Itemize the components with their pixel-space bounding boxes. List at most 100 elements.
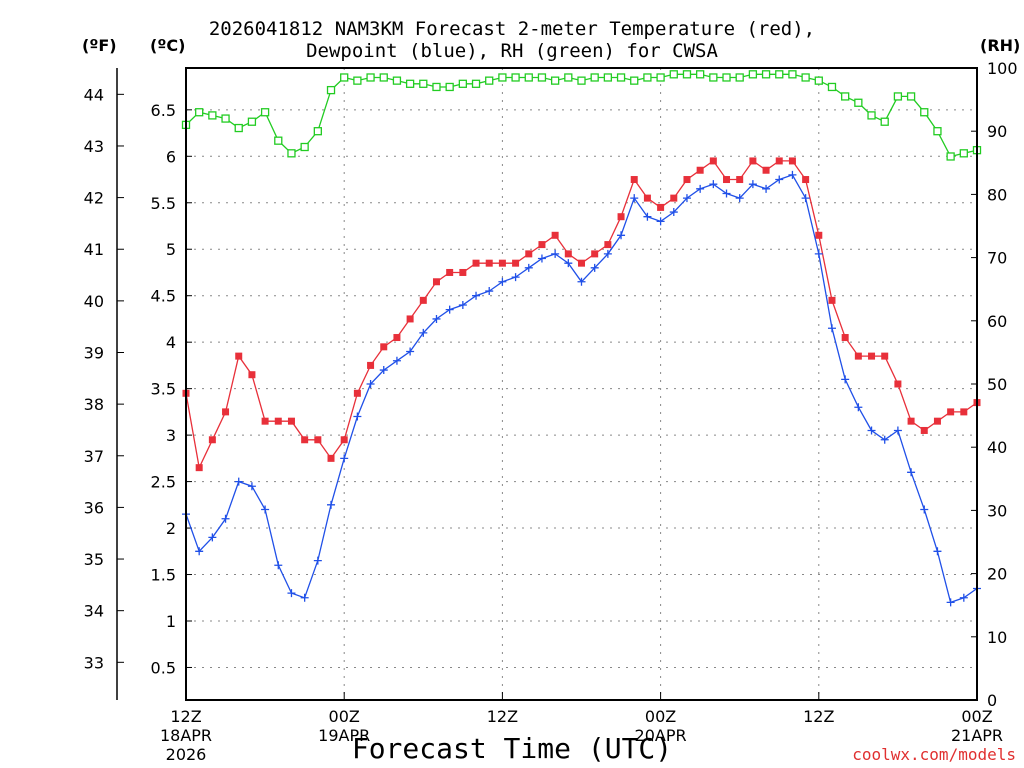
rh-series [181,70,982,161]
rh-tick-label: 90 [987,122,1007,141]
rh-point [656,73,665,82]
dewpoint-point [682,194,691,203]
celsius-tick-label: 3.5 [151,380,176,399]
rh-point [208,111,217,120]
fahrenheit-tick-label: 37 [84,447,104,466]
temperature-point [222,408,230,416]
temperature-point [525,250,533,258]
time-tick-label: 00Z [645,707,676,726]
temperature-point [551,231,559,239]
temperature-point [353,389,361,397]
dewpoint-point [788,170,797,179]
temperature-point [393,334,401,342]
time-tick-label: 19APR [318,726,370,745]
fahrenheit-tick-label: 40 [84,292,104,311]
dewpoint-point [353,412,362,421]
fahrenheit-tick-label: 38 [84,395,104,414]
time-tick-label: 00Z [329,707,360,726]
rh-point [735,73,744,82]
temperature-point [868,352,876,360]
temperature-point [617,213,625,221]
dewpoint-point [419,328,428,337]
dewpoint-point [722,189,731,198]
dewpoint-point [762,184,771,193]
temperature-point [195,464,203,472]
dewpoint-point [603,249,612,258]
dewpoint-point [208,533,217,542]
temperature-point [432,278,440,286]
fahrenheit-tick-label: 39 [84,344,104,363]
rh-point [340,73,349,82]
celsius-tick-label: 0.5 [151,658,176,677]
rh-tick-label: 50 [987,375,1007,394]
x-axis-title: Forecast Time (UTC) [351,732,673,765]
dewpoint-point [748,180,757,189]
rh-point [880,117,889,126]
temperature-point [815,231,823,239]
dewpoint-point [300,593,309,602]
dewpoint-point [880,435,889,444]
rh-point [392,76,402,85]
rh-point [537,73,547,82]
dewpoint-point [893,426,902,435]
rh-point [775,70,784,79]
temperature-point [591,250,599,258]
temperature-point [775,157,783,165]
temperature-point [670,194,678,202]
rh-point [247,117,257,126]
temperature-point [802,176,810,184]
gridlines [186,68,977,700]
celsius-tick-label: 3 [166,426,176,445]
time-tick-label: 21APR [951,726,1003,745]
temperature-point [248,371,256,379]
rh-point [458,79,468,88]
rh-point [788,70,797,79]
rh-point [814,76,823,85]
temperature-point [604,241,612,249]
rh-tick-label: 0 [987,691,997,710]
temperature-point [274,417,282,425]
series-layer [181,70,982,607]
dewpoint-point [867,426,876,435]
rh-point [959,149,968,158]
temperature-point [762,166,770,174]
temperature-point [446,268,454,276]
temperature-point [564,250,572,258]
rh-point [841,92,850,101]
time-tick-label: 12Z [170,707,201,726]
rh-point [630,76,639,85]
dewpoint-point [379,366,388,375]
celsius-tick-label: 4.5 [151,287,176,306]
fahrenheit-tick-label: 42 [84,189,104,208]
time-tick-label: 12Z [803,707,834,726]
dewpoint-point [920,505,929,514]
temperature-point [723,176,731,184]
temperature-point [630,176,638,184]
temperature-point [643,194,651,202]
celsius-tick-label: 5.5 [151,194,176,213]
celsius-tick-label: 4 [166,333,176,352]
rh-point [195,108,204,117]
temperature-point [512,259,520,267]
fahrenheit-tick-label: 36 [84,498,104,517]
dewpoint-point [485,287,494,296]
temperature-line [185,159,978,470]
temperature-point [947,408,955,416]
celsius-unit-label: (ºC) [150,36,186,55]
dewpoint-point [392,356,401,365]
dewpoint-point [524,263,533,272]
chart-title-line-1: 2026041812 NAM3KM Forecast 2-meter Tempe… [208,18,816,40]
dewpoint-point [221,514,230,523]
celsius-tick-label: 1 [166,612,176,631]
dewpoint-point [432,314,441,323]
dewpoint-point [854,403,863,412]
temperature-point [287,417,295,425]
rh-axis: 0 10 20 30 40 50 60 70 80 90 100 [971,59,1018,710]
rh-point [419,79,428,88]
fahrenheit-axis: 33 34 35 36 37 38 39 40 41 42 43 44 [84,68,124,700]
temperature-point [498,259,506,267]
dewpoint-point [814,249,823,258]
temperature-point [367,361,375,369]
rh-point [274,136,283,145]
temperature-point [920,426,928,434]
